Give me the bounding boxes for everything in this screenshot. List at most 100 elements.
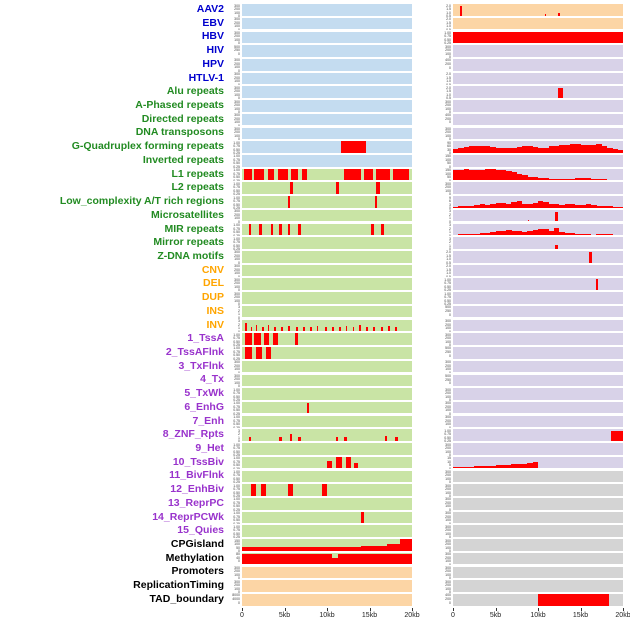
y-axis-ticks-left: 300 200 100 0	[226, 72, 242, 86]
y-tick-label: 0	[449, 521, 451, 525]
y-tick-label: 0.50	[233, 339, 240, 344]
data-bar	[374, 554, 381, 565]
data-bar	[543, 178, 549, 181]
y-tick-label: 0	[449, 398, 451, 401]
data-bar	[479, 466, 486, 469]
data-bar	[490, 147, 496, 153]
y-axis-ticks-right: 1.000.750.500.250.00	[437, 428, 453, 442]
track-panel-right	[453, 127, 623, 140]
y-tick-label: 0	[238, 302, 240, 305]
track-panel-left	[242, 347, 412, 359]
data-bar	[264, 333, 270, 345]
y-axis-ticks-right: 300 200 100 0	[437, 181, 453, 195]
y-tick-label: 200	[445, 583, 451, 588]
data-bar	[259, 223, 262, 236]
data-bar	[250, 326, 253, 332]
y-tick-label: 100	[234, 92, 240, 97]
y-tick-label: 0	[238, 384, 240, 388]
y-tick-label: 0.75	[233, 336, 240, 341]
y-tick-label: 0	[449, 55, 451, 58]
track-panel-right	[453, 333, 623, 345]
data-bar	[287, 484, 293, 496]
data-bar	[364, 554, 370, 565]
y-tick-label: 1	[238, 312, 240, 317]
data-bar	[463, 234, 470, 236]
y-axis-ticks-right: 300 200 100 0	[437, 579, 453, 593]
data-bar	[591, 144, 597, 153]
track-panel-left	[242, 470, 412, 483]
data-bar	[617, 149, 623, 153]
y-tick-label: 200	[445, 473, 451, 478]
data-bar	[248, 437, 252, 441]
data-bar	[243, 168, 253, 181]
data-bar	[484, 232, 491, 236]
track-label: 3_TxFlnk	[178, 359, 224, 372]
track-label: HTLV-1	[188, 71, 224, 84]
data-bar	[527, 462, 533, 469]
y-axis-ticks-right: 2.01.51.00.50.0	[437, 72, 453, 86]
track-panel-right	[453, 100, 623, 112]
y-tick-label: 90	[447, 140, 451, 145]
y-tick-label: 100	[234, 586, 240, 591]
y-tick-label: 0	[238, 559, 240, 564]
y-tick-label: 0.25	[233, 343, 240, 346]
data-bar	[527, 230, 533, 236]
y-tick-label: 300	[234, 565, 240, 570]
track-label: L1 repeats	[171, 167, 224, 180]
data-bar	[252, 554, 259, 565]
y-tick-label: 0.50	[233, 394, 240, 399]
y-axis-ticks-right: 300 200 100 0	[437, 497, 453, 511]
y-tick-label: 1.00	[444, 30, 451, 35]
y-tick-label: 300	[234, 291, 240, 296]
y-tick-label: 100	[234, 79, 240, 84]
y-tick-label: 100	[445, 157, 451, 162]
data-bar	[468, 233, 475, 236]
data-bar	[490, 203, 496, 208]
y-tick-label: 200	[445, 487, 451, 492]
data-bar	[559, 144, 565, 153]
track-label: 6_EnhG	[184, 400, 224, 413]
y-tick-label: 0.25	[233, 206, 240, 209]
column-gap	[412, 291, 437, 305]
y-tick-label: 0.50	[233, 188, 240, 193]
data-bar	[453, 206, 459, 208]
data-bar	[495, 147, 501, 153]
y-tick-label: 1.00	[233, 497, 240, 502]
y-tick-label: 300	[445, 319, 451, 324]
track-panel-left	[242, 292, 412, 304]
y-tick-label: 0	[449, 466, 451, 470]
data-bar	[564, 203, 571, 208]
track-panel-left	[242, 443, 412, 455]
x-tick-label: 0	[240, 611, 244, 619]
data-bar	[245, 323, 248, 332]
track-panel-right	[453, 209, 623, 222]
y-tick-label: 3	[449, 236, 451, 241]
y-tick-label: 0.75	[233, 404, 240, 409]
track-label: Directed repeats	[141, 112, 224, 125]
track-panel-left	[242, 141, 412, 153]
y-tick-label: 10	[447, 459, 451, 464]
y-tick-label: 0	[449, 343, 451, 346]
track-label: 15_Quies	[177, 524, 224, 537]
track-row: 4_Tx 300 200 100 0 500 250 0	[0, 373, 630, 387]
track-label: CPGisland	[170, 538, 224, 551]
data-bar	[596, 205, 602, 208]
data-bar	[522, 231, 528, 236]
y-tick-label: 0	[449, 425, 451, 429]
y-tick-label: 2	[449, 212, 451, 217]
data-bar	[257, 553, 264, 565]
y-tick-label: 0.50	[444, 284, 451, 289]
column-gap	[412, 538, 437, 552]
y-axis-ticks-left: 1.000.750.500.250.00	[226, 497, 242, 511]
y-tick-label: 0.75	[233, 473, 240, 478]
data-bar	[327, 546, 361, 551]
column-gap	[412, 3, 437, 17]
data-bar	[287, 196, 290, 208]
data-bar	[281, 327, 283, 332]
y-tick-label: 1.00	[233, 154, 240, 159]
y-axis-ticks-left: 1.000.750.500.250.00	[226, 181, 242, 195]
data-bar	[575, 204, 581, 208]
data-bar	[348, 554, 354, 565]
y-tick-label: 0	[238, 590, 240, 593]
